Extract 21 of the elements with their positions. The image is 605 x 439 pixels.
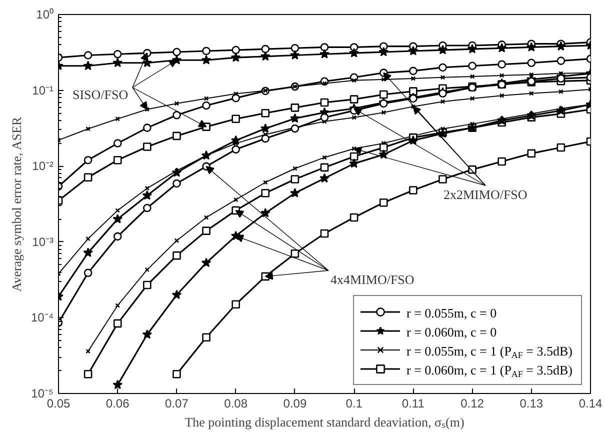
x-tick-label: 0.1 <box>346 396 363 410</box>
y-tick-label: 10⁰ <box>36 8 54 22</box>
annotation: 2x2MIMO/FSO <box>444 187 528 202</box>
y-tick-label: 10⁻⁴ <box>30 310 54 325</box>
x-tick-label: 0.07 <box>165 396 189 410</box>
x-tick-label: 0.08 <box>224 396 248 410</box>
y-tick-label: 10⁻² <box>32 159 54 174</box>
x-tick-label: 0.14 <box>578 396 603 410</box>
annotation: 4x4MIMO/FSO <box>330 272 414 287</box>
x-tick-label: 0.11 <box>402 396 425 410</box>
y-tick-label: 10⁻³ <box>32 234 54 249</box>
x-tick-label: 0.12 <box>460 396 484 410</box>
x-tick-label: 0.09 <box>283 396 307 410</box>
y-tick-label: 10⁻¹ <box>32 83 54 98</box>
legend-label: r = 0.060m, c = 0 <box>406 324 497 340</box>
x-tick-label: 0.13 <box>520 396 544 410</box>
annotation: SISO/FSO <box>72 87 128 102</box>
x-axis-title: The pointing displacement standard deaviation, σₛ(m) <box>184 414 464 430</box>
y-axis-title: Average symbol error rate, ASER <box>8 116 24 292</box>
x-tick-label: 0.06 <box>106 396 130 410</box>
legend-label: r = 0.055m, c = 0 <box>406 306 497 320</box>
